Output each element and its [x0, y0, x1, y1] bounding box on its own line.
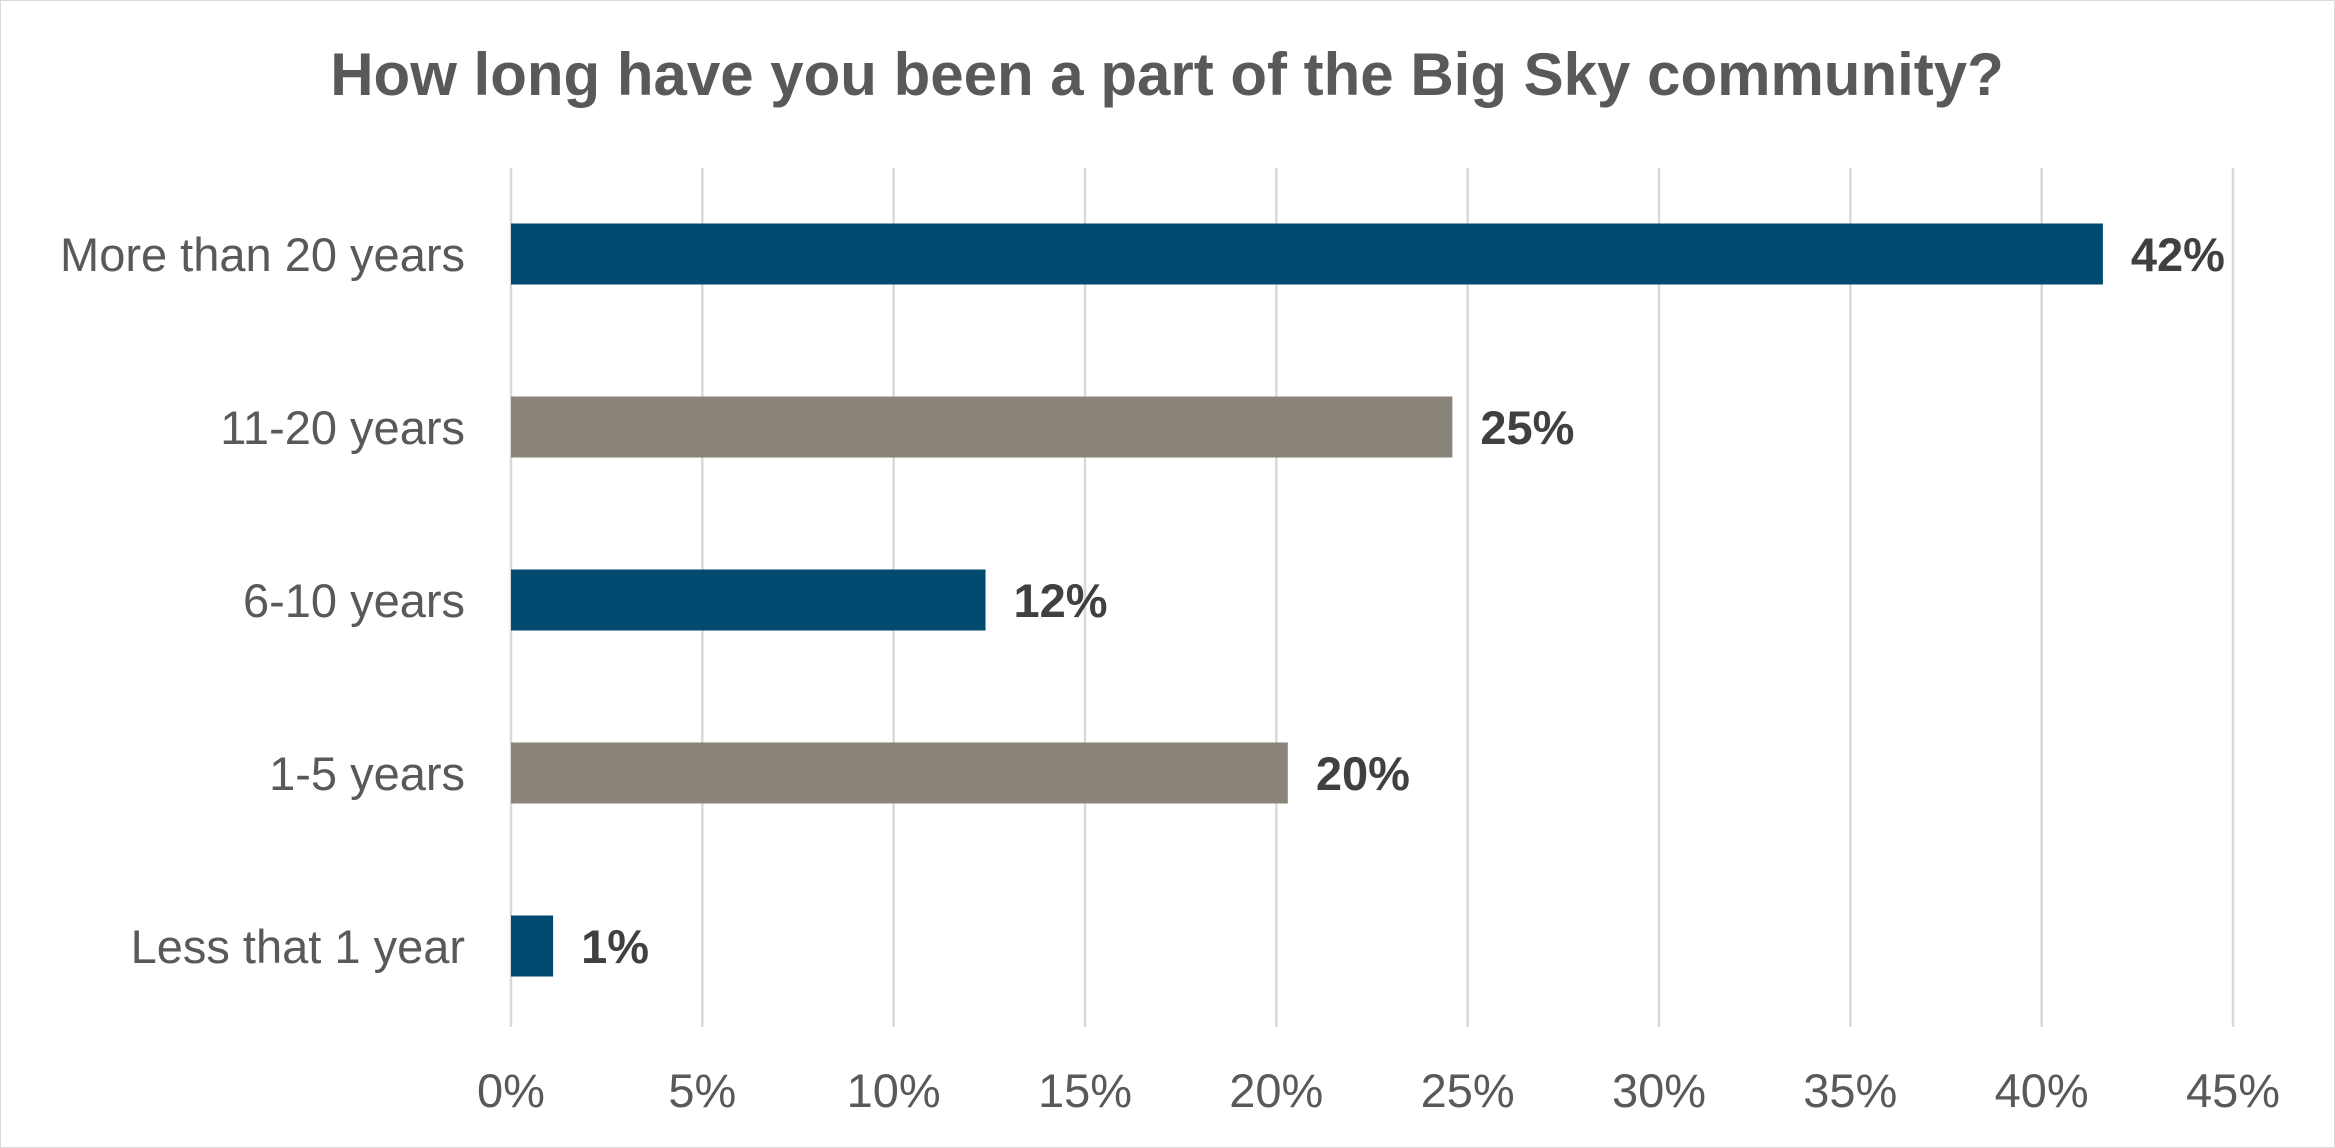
category-label: More than 20 years: [60, 228, 465, 281]
x-tick-label: 10%: [847, 1064, 941, 1117]
data-labels: 42% 25% 12% 20% 1%: [581, 228, 2225, 973]
x-tick-label: 45%: [2186, 1064, 2280, 1117]
category-label: Less that 1 year: [131, 920, 465, 973]
category-labels: More than 20 years 11-20 years 6-10 years 1…: [60, 228, 465, 973]
bar: [511, 742, 1288, 804]
bar: [511, 569, 986, 631]
category-label: 1-5 years: [269, 747, 465, 800]
x-axis-tick-labels: 0% 5% 10% 15% 20% 25% 30% 35% 40% 45%: [477, 1064, 2280, 1117]
data-label: 20%: [1316, 747, 1410, 800]
x-tick-label: 25%: [1421, 1064, 1515, 1117]
x-tick-label: 40%: [1995, 1064, 2089, 1117]
gridlines: [509, 168, 2235, 1027]
x-tick-label: 15%: [1038, 1064, 1132, 1117]
x-tick-label: 35%: [1803, 1064, 1897, 1117]
data-label: 25%: [1480, 401, 1574, 454]
x-tick-label: 5%: [668, 1064, 736, 1117]
x-tick-label: 0%: [477, 1064, 545, 1117]
chart-title: How long have you been a part of the Big…: [330, 41, 2004, 108]
data-label: 12%: [1014, 574, 1108, 627]
bars: [511, 223, 2103, 977]
bar: [511, 396, 1453, 458]
category-label: 11-20 years: [220, 401, 465, 454]
data-label: 42%: [2131, 228, 2225, 281]
category-label: 6-10 years: [243, 574, 465, 627]
data-label: 1%: [581, 920, 649, 973]
bar: [511, 223, 2103, 285]
bar: [511, 915, 554, 977]
x-tick-label: 30%: [1612, 1064, 1706, 1117]
x-tick-label: 20%: [1229, 1064, 1323, 1117]
